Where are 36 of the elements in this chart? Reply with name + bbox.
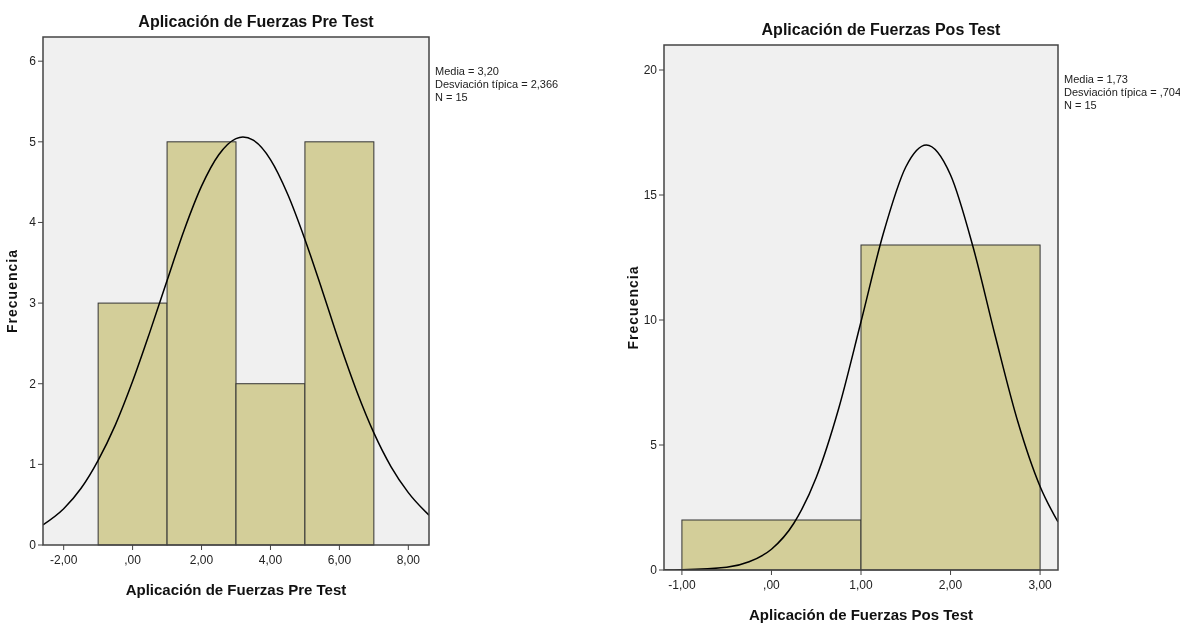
text: N = 15 xyxy=(1064,99,1097,111)
y-tick-label: 5 xyxy=(650,438,658,452)
y-tick-label: 5 xyxy=(29,134,37,149)
y-tick-label: 0 xyxy=(29,538,37,552)
x-axis-title: Aplicación de Fuerzas Pos Test xyxy=(749,606,973,623)
x-tick-label: ,00 xyxy=(763,578,781,592)
y-tick-label: 10 xyxy=(643,313,658,327)
y-axis-title: Frecuencia xyxy=(625,265,641,350)
x-tick-label: -1,00 xyxy=(668,578,696,592)
x-tick-label: 2,00 xyxy=(189,553,214,567)
text: Desviación típica = 2,366 xyxy=(435,78,559,90)
text: Media = 1,73 xyxy=(1064,73,1128,85)
text: N = 15 xyxy=(435,91,468,103)
chart-title: Aplicación de Fuerzas Pos Test xyxy=(761,21,1002,38)
y-tick-label: 20 xyxy=(643,63,658,77)
text: Media = 3,20 xyxy=(435,65,499,77)
y-tick-label: 2 xyxy=(29,376,37,391)
x-tick-label: -2,00 xyxy=(50,553,78,567)
text: Desviación típica = ,704 xyxy=(1064,86,1180,98)
x-tick-label: ,00 xyxy=(124,553,142,567)
x-axis-title: Aplicación de Fuerzas Pre Test xyxy=(125,581,347,598)
y-axis-title: Frecuencia xyxy=(4,249,20,333)
y-tick-label: 0 xyxy=(650,563,658,577)
chart-title: Aplicación de Fuerzas Pre Test xyxy=(138,13,375,30)
x-tick-label: 4,00 xyxy=(258,553,283,567)
y-tick-label: 15 xyxy=(643,188,658,202)
y-tick-label: 1 xyxy=(29,457,37,472)
line-series xyxy=(43,136,429,526)
x-tick-label: 6,00 xyxy=(327,553,352,567)
x-tick-label: 8,00 xyxy=(396,553,421,567)
y-tick-label: 4 xyxy=(29,215,37,230)
y-tick-label: 6 xyxy=(29,54,37,69)
x-tick-label: 3,00 xyxy=(1028,578,1053,592)
y-tick-label: 3 xyxy=(29,296,37,311)
x-tick-label: 2,00 xyxy=(938,578,963,592)
x-tick-label: 1,00 xyxy=(849,578,873,592)
